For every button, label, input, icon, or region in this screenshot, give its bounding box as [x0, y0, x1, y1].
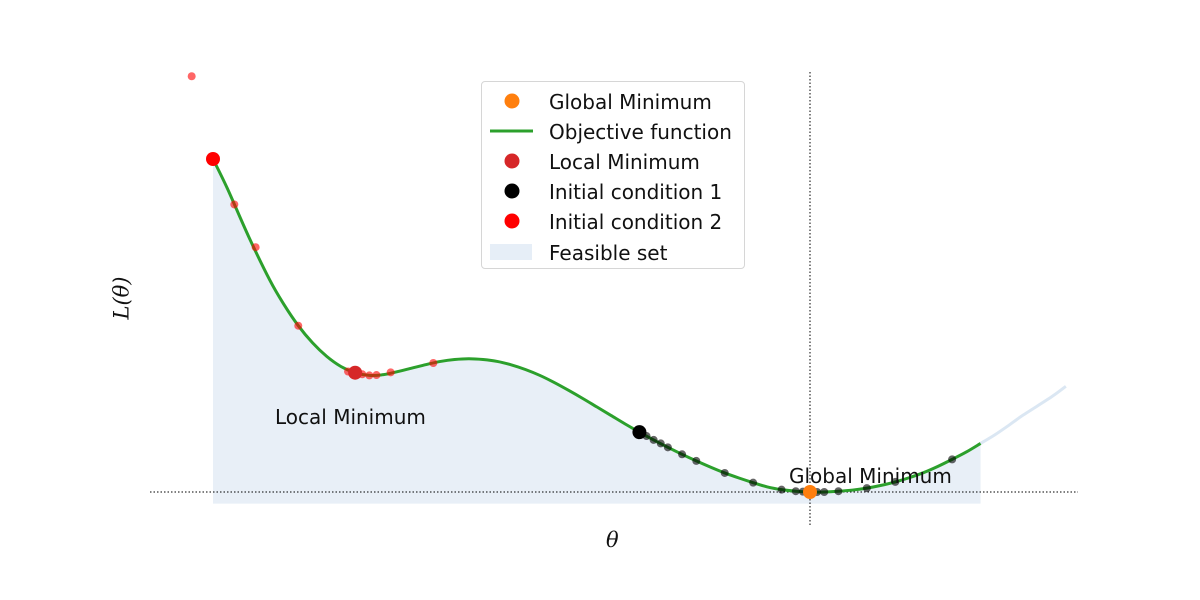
ic1-point	[862, 484, 871, 493]
legend-item-initial-condition-1: Initial condition 1	[482, 176, 744, 206]
legend-label: Initial condition 2	[549, 210, 723, 234]
legend-item-objective-function: Objective function	[482, 116, 744, 146]
ic1-point	[720, 468, 729, 477]
ic1-point	[820, 488, 829, 496]
objective-function-outside-line	[979, 385, 1067, 445]
legend-marker-global-minimum	[504, 93, 520, 109]
ic2-point	[372, 371, 381, 380]
minimum-markers	[348, 365, 817, 499]
ic1-point	[791, 487, 800, 496]
legend-line-objective-function	[490, 129, 533, 133]
ic1-point	[749, 478, 758, 487]
y-axis-label: L(θ)	[109, 276, 134, 320]
legend-label: Local Minimum	[549, 150, 700, 174]
legend-item-feasible-set: Feasible set	[482, 237, 744, 267]
ic2-point	[294, 321, 303, 330]
ic1-point	[663, 443, 672, 452]
legend-label: Objective function	[549, 120, 732, 144]
ic1-point	[642, 432, 651, 441]
legend-label: Feasible set	[549, 241, 668, 265]
chart-legend: Global Minimum Objective function Local …	[481, 81, 745, 269]
ic2-point	[251, 243, 260, 252]
x-axis-label: θ	[606, 528, 619, 552]
ic1-point	[656, 439, 665, 448]
ic2-point	[230, 200, 239, 209]
ic2-point	[365, 371, 374, 380]
ic1-point	[649, 435, 658, 444]
legend-label: Initial condition 1	[549, 180, 723, 204]
global-minimum-marker	[803, 485, 817, 499]
ic2-point	[386, 368, 395, 377]
ic2-point	[187, 72, 196, 81]
global-minimum-annotation: Global Minimum	[789, 464, 952, 488]
ic1-point	[948, 455, 957, 464]
legend-label: Global Minimum	[549, 90, 712, 114]
legend-marker-local-minimum	[504, 153, 520, 169]
legend-item-initial-condition-2: Initial condition 2	[482, 206, 744, 236]
legend-marker-initial-condition-1	[504, 183, 520, 199]
feasible-set-fill	[213, 159, 981, 504]
legend-item-local-minimum: Local Minimum	[482, 146, 744, 176]
ic1-point	[678, 450, 687, 459]
legend-marker-initial-condition-2	[504, 213, 520, 229]
legend-patch-feasible-set	[490, 244, 532, 260]
local-minimum-marker	[348, 365, 363, 380]
ic2-point	[429, 358, 438, 367]
ic2-start-point	[206, 152, 220, 166]
ic1-point	[834, 487, 843, 496]
reference-lines	[150, 72, 1078, 526]
feasible-set-area	[213, 159, 981, 504]
legend-item-global-minimum: Global Minimum	[482, 86, 744, 116]
local-minimum-annotation: Local Minimum	[275, 405, 426, 429]
ic1-point	[891, 477, 900, 486]
ic1-point	[777, 485, 786, 494]
ic1-point	[692, 456, 701, 465]
